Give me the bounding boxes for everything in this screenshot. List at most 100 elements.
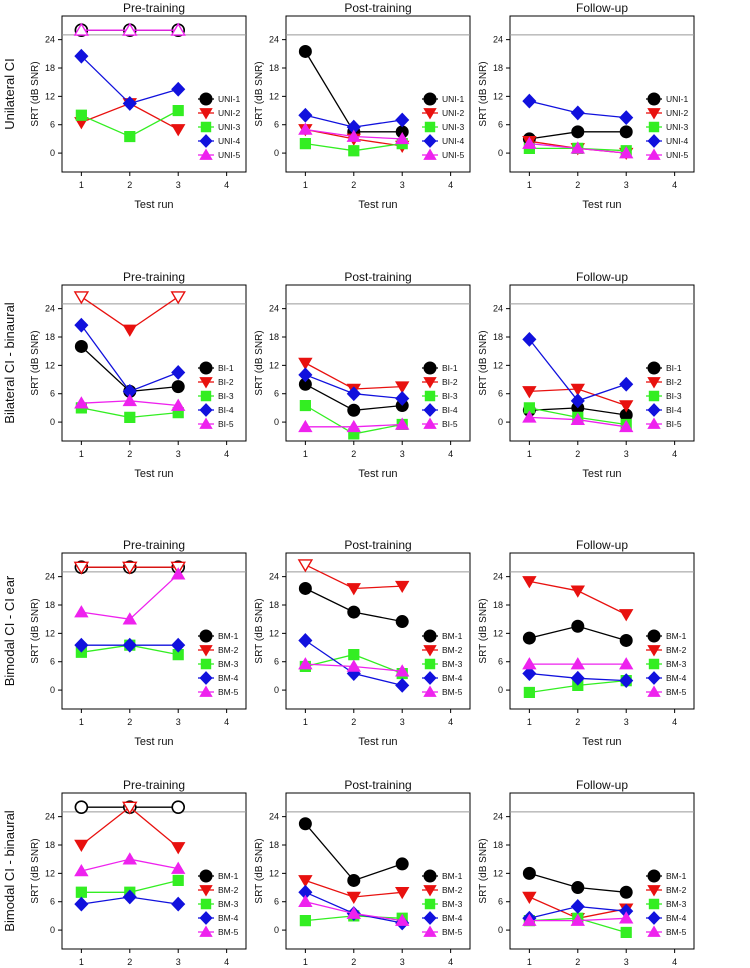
data-point xyxy=(522,891,537,904)
data-point xyxy=(522,386,537,399)
legend-marker xyxy=(647,671,661,685)
data-point xyxy=(298,817,312,831)
data-point xyxy=(347,403,361,417)
x-tick-label: 4 xyxy=(448,717,453,727)
y-tick-label: 0 xyxy=(498,685,503,695)
y-tick-label: 6 xyxy=(50,120,55,130)
row-3: Bimodal CI - CI earPre-training061218241… xyxy=(2,538,695,748)
y-tick-label: 18 xyxy=(493,840,503,850)
legend-marker xyxy=(423,925,437,937)
legend-label: BI-4 xyxy=(442,405,458,415)
y-tick-label: 0 xyxy=(274,417,279,427)
data-point xyxy=(619,609,634,622)
data-point xyxy=(619,673,634,689)
y-tick-label: 24 xyxy=(269,572,279,582)
y-tick-label: 12 xyxy=(45,360,55,370)
series-5 xyxy=(522,657,634,670)
y-tick-label: 24 xyxy=(269,35,279,45)
legend-marker xyxy=(199,645,213,657)
legend: BM-1 BM-2 BM-3 BM-4 BM-5 xyxy=(198,869,239,937)
x-axis-label: Test run xyxy=(582,736,621,748)
x-tick-label: 1 xyxy=(303,717,308,727)
data-point xyxy=(346,583,361,596)
row-2: Bilateral CI - binauralPre-training06121… xyxy=(2,270,695,480)
plot-frame xyxy=(509,792,695,950)
legend-label: BI-2 xyxy=(218,377,234,387)
data-point xyxy=(74,396,89,409)
legend-label: UNI-1 xyxy=(666,94,688,104)
y-axis-label: SRT (dB SNR) xyxy=(30,61,41,126)
x-tick-label: 4 xyxy=(448,957,453,967)
legend-marker xyxy=(199,925,213,937)
legend: UNI-1 UNI-2 UNI-3 UNI-4 UNI-5 xyxy=(198,92,240,160)
x-tick-label: 1 xyxy=(79,449,84,459)
legend-label: BM-4 xyxy=(218,913,239,923)
series-3 xyxy=(75,104,184,143)
data-point xyxy=(172,104,184,117)
plot-frame xyxy=(509,552,695,710)
data-point xyxy=(346,906,361,919)
series-5 xyxy=(298,417,410,433)
x-tick-label: 3 xyxy=(400,717,405,727)
x-tick-label: 3 xyxy=(400,957,405,967)
row-label: Unilateral CI xyxy=(2,58,17,130)
x-tick-label: 2 xyxy=(351,957,356,967)
y-tick-label: 0 xyxy=(50,925,55,935)
y-tick-label: 6 xyxy=(50,657,55,667)
y-tick-label: 6 xyxy=(274,897,279,907)
legend-marker xyxy=(423,134,437,148)
legend-label: UNI-2 xyxy=(666,108,688,118)
y-tick-label: 0 xyxy=(274,925,279,935)
legend-label: BM-3 xyxy=(442,659,463,669)
panel-title: Pre-training xyxy=(123,538,185,552)
x-axis-label: Test run xyxy=(134,468,173,480)
y-axis-label: SRT (dB SNR) xyxy=(478,838,489,903)
x-tick-label: 1 xyxy=(79,957,84,967)
series-2 xyxy=(522,576,634,622)
y-tick-label: 12 xyxy=(45,628,55,638)
legend-marker xyxy=(423,92,437,106)
legend-label: UNI-3 xyxy=(666,122,688,132)
data-point xyxy=(297,559,314,573)
data-point xyxy=(522,631,536,645)
legend-marker xyxy=(647,403,661,417)
legend-label: BM-2 xyxy=(666,885,687,895)
series-5 xyxy=(522,136,634,159)
legend-label: BI-3 xyxy=(218,391,234,401)
series-2 xyxy=(522,383,634,413)
panel-title: Follow-up xyxy=(576,1,628,15)
data-point xyxy=(122,393,137,407)
data-point xyxy=(74,896,89,912)
data-point xyxy=(122,324,137,337)
data-point xyxy=(570,141,585,154)
series-2 xyxy=(298,875,410,904)
legend-marker xyxy=(647,361,661,375)
y-tick-label: 24 xyxy=(45,35,55,45)
data-point xyxy=(395,131,410,145)
legend-marker xyxy=(199,629,213,643)
data-point xyxy=(571,881,585,895)
data-point xyxy=(346,129,361,142)
data-point xyxy=(619,125,633,139)
data-point xyxy=(75,886,87,898)
data-point xyxy=(122,801,138,815)
legend-marker xyxy=(648,121,660,133)
data-point xyxy=(348,649,360,661)
x-tick-label: 2 xyxy=(351,717,356,727)
data-point xyxy=(347,605,361,619)
x-tick-label: 2 xyxy=(127,180,132,190)
y-tick-label: 6 xyxy=(274,389,279,399)
y-tick-label: 6 xyxy=(498,657,503,667)
legend-label: BI-1 xyxy=(442,363,458,373)
y-tick-label: 6 xyxy=(274,657,279,667)
data-point xyxy=(172,874,184,887)
legend: UNI-1 UNI-2 UNI-3 UNI-4 UNI-5 xyxy=(422,92,464,160)
legend-label: BM-4 xyxy=(666,913,687,923)
x-tick-label: 3 xyxy=(624,180,629,190)
series-4 xyxy=(522,93,634,126)
data-point xyxy=(570,657,585,670)
legend-marker xyxy=(199,671,213,685)
legend: BI-1 BI-2 BI-3 BI-4 BI-5 xyxy=(198,361,234,429)
legend: BM-1 BM-2 BM-3 BM-4 BM-5 xyxy=(422,869,463,937)
x-tick-label: 2 xyxy=(127,957,132,967)
